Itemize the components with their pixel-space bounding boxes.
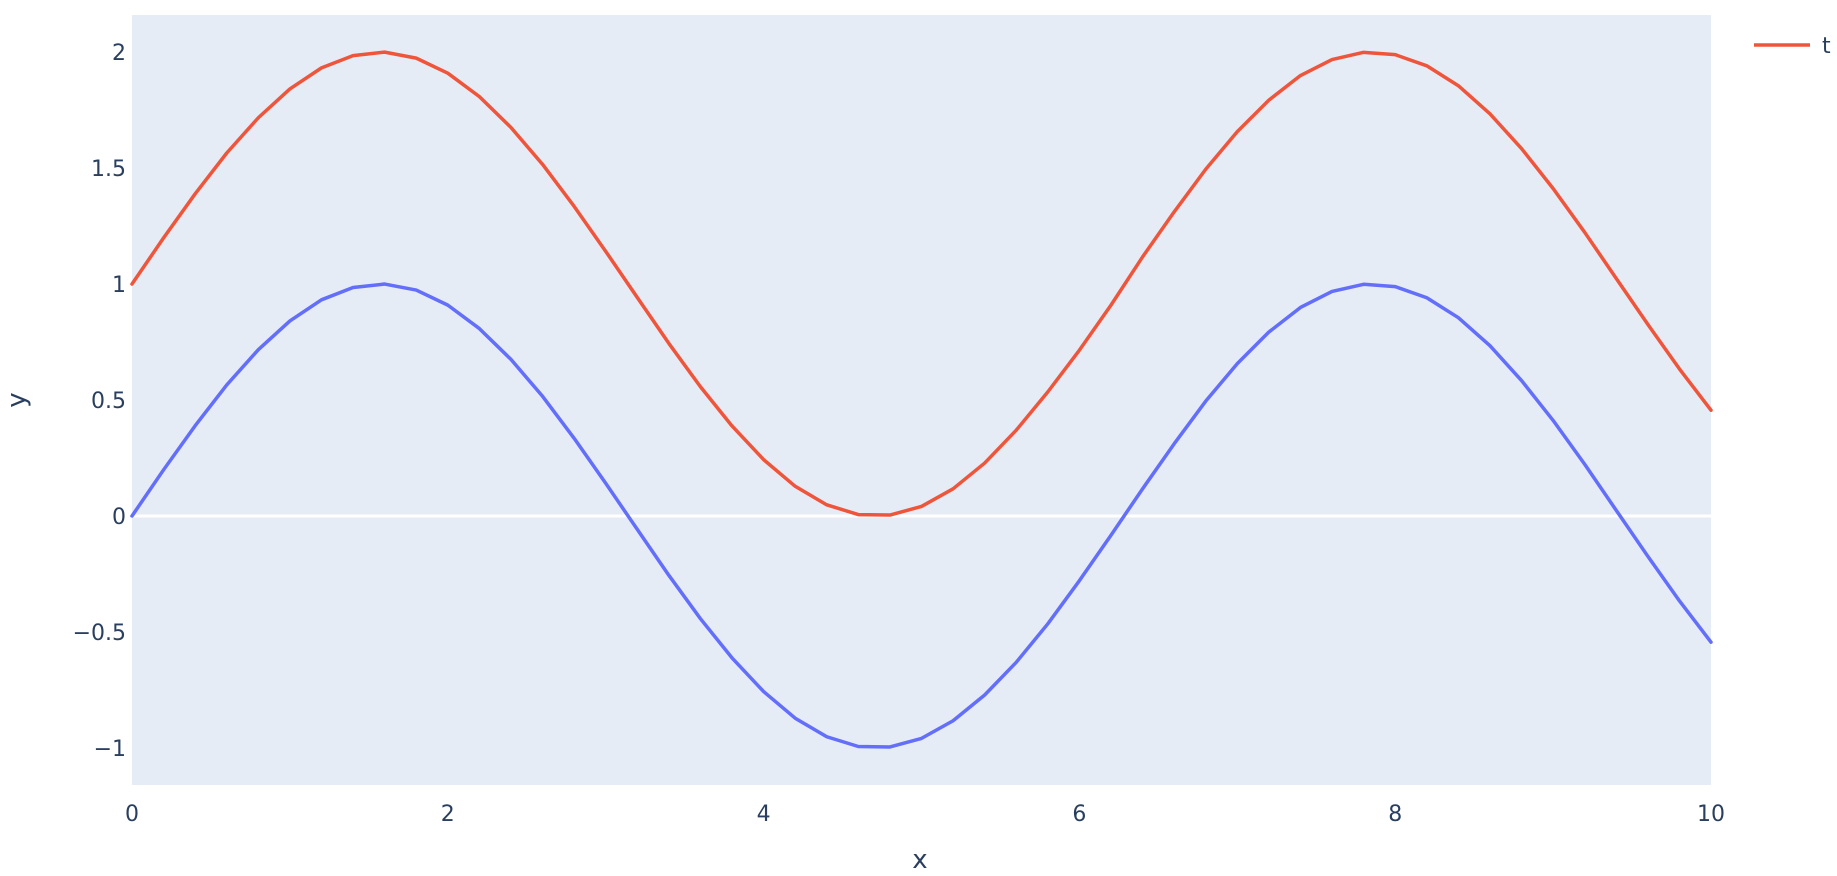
series-line-1 xyxy=(130,50,1713,517)
series-line-2 xyxy=(130,282,1713,749)
x-tick-label: 0 xyxy=(125,802,139,827)
y-tick-label: 1 xyxy=(112,273,126,298)
y-tick-label: −0.5 xyxy=(73,621,126,646)
y-axis-title: y xyxy=(2,392,32,407)
y-axis-ticks: −1 −0.5 0 0.5 1 1.5 2 xyxy=(73,41,126,762)
y-tick-label: 2 xyxy=(112,41,126,66)
y-tick-label: 0 xyxy=(112,505,126,530)
legend-label: t xyxy=(1822,34,1831,59)
x-axis-ticks: 0 2 4 6 8 10 xyxy=(125,802,1725,827)
y-tick-label: 0.5 xyxy=(91,389,126,414)
x-tick-label: 8 xyxy=(1388,802,1402,827)
x-axis-title: x xyxy=(912,845,927,875)
legend[interactable]: t xyxy=(1754,34,1831,59)
x-tick-label: 2 xyxy=(441,802,455,827)
plot-background xyxy=(132,15,1711,785)
x-tick-label: 4 xyxy=(757,802,771,827)
series-layer xyxy=(130,50,1713,749)
x-tick-label: 10 xyxy=(1697,802,1725,827)
y-tick-label: 1.5 xyxy=(91,157,126,182)
x-tick-label: 6 xyxy=(1072,802,1086,827)
y-tick-label: −1 xyxy=(94,737,126,762)
